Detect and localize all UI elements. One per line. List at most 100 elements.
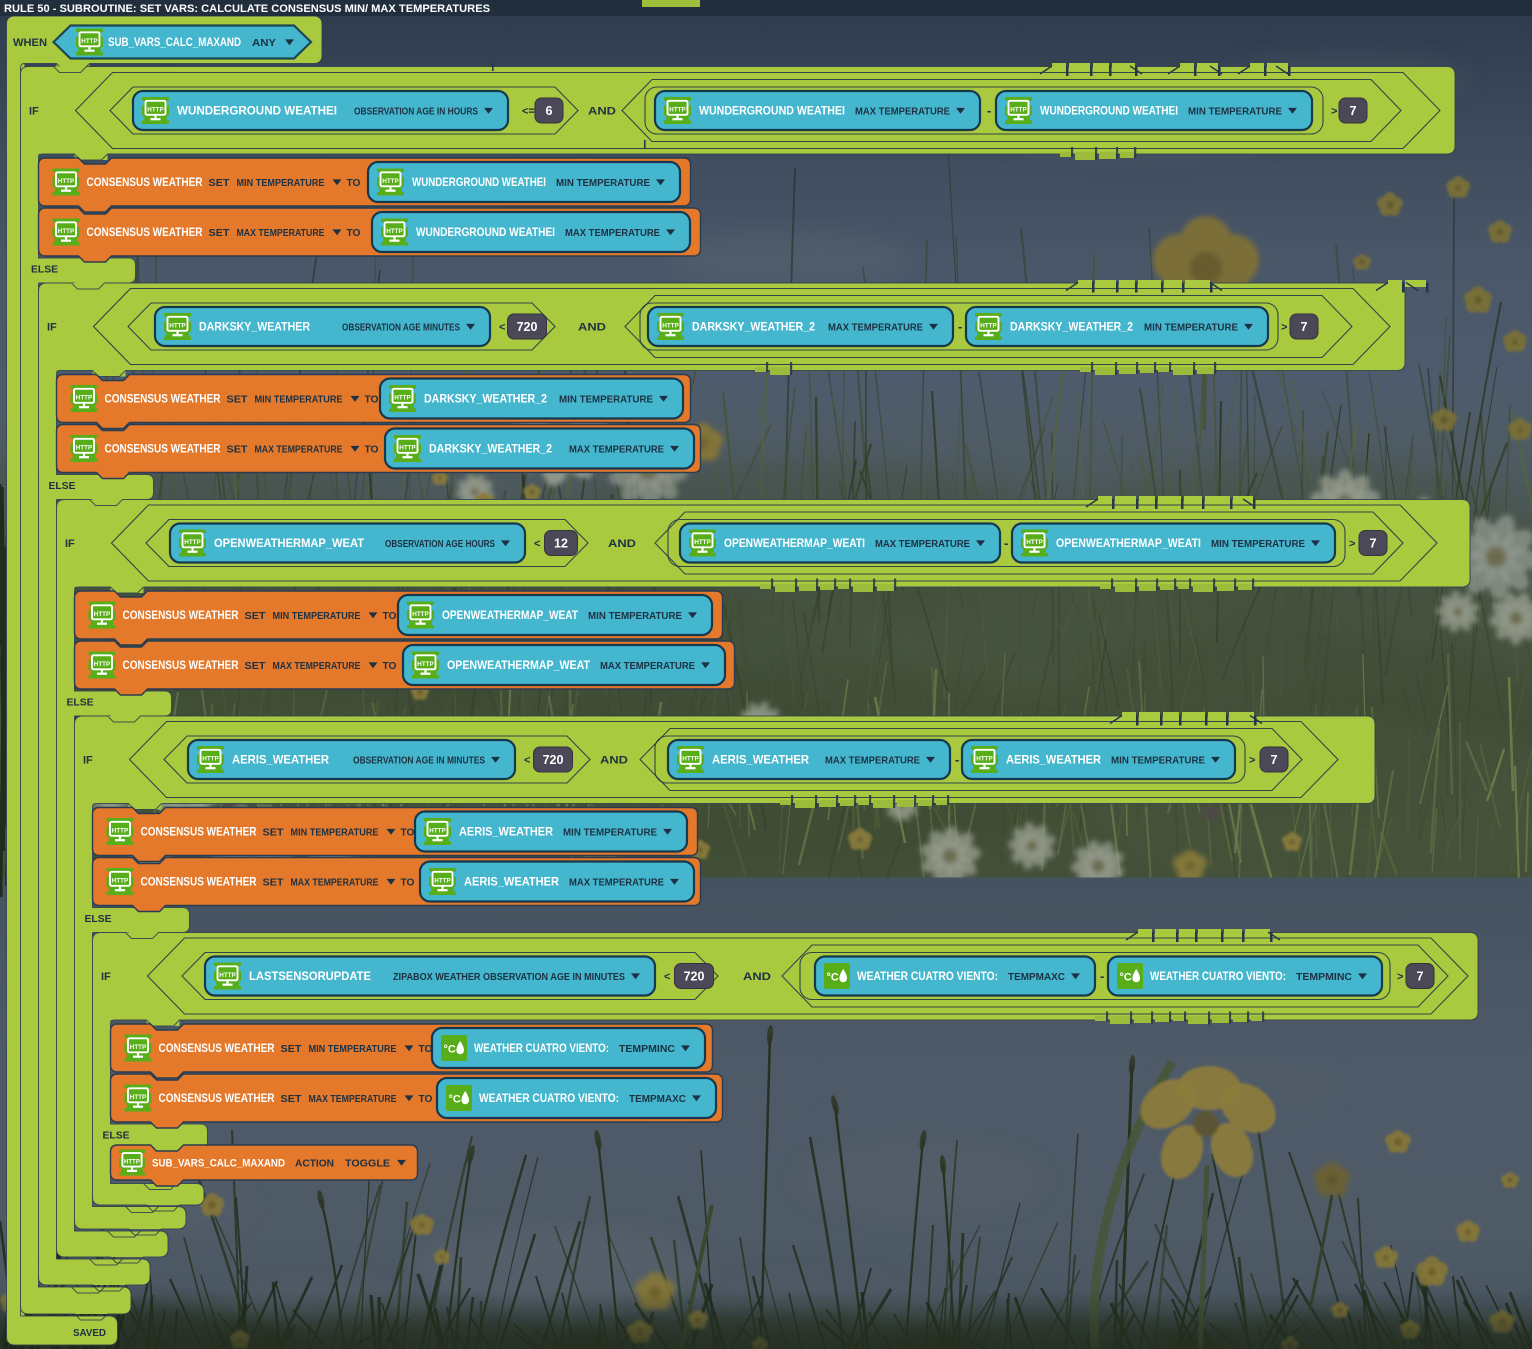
svg-text:WUNDERGROUND WEATHEI: WUNDERGROUND WEATHEI (416, 227, 555, 239)
svg-text:TEMPMAXC: TEMPMAXC (629, 1094, 686, 1105)
svg-text:HTTP: HTTP (169, 323, 185, 330)
svg-text:MAX TEMPERATURE: MAX TEMPERATURE (569, 877, 664, 888)
svg-text:°C: °C (1120, 972, 1132, 984)
svg-text:MAX TEMPERATURE: MAX TEMPERATURE (565, 228, 660, 239)
svg-text:HTTP: HTTP (112, 828, 128, 835)
svg-text:MIN TEMPERATURE: MIN TEMPERATURE (556, 178, 650, 189)
svg-text:SET: SET (281, 1093, 303, 1105)
svg-text:ACTION: ACTION (295, 1158, 334, 1170)
svg-text:AND: AND (578, 322, 606, 334)
svg-text:AND: AND (743, 971, 771, 983)
svg-text:OPENWEATHERMAP_WEAT: OPENWEATHERMAP_WEAT (442, 610, 578, 622)
svg-text:CONSENSUS WEATHER: CONSENSUS WEATHER (123, 660, 240, 672)
svg-text:OBSERVATION AGE HOURS: OBSERVATION AGE HOURS (385, 539, 495, 550)
svg-text:7: 7 (1350, 104, 1357, 118)
svg-text:ANY: ANY (252, 37, 276, 49)
svg-text:7: 7 (1301, 320, 1308, 334)
svg-text:HTTP: HTTP (429, 828, 445, 835)
svg-text:OPENWEATHERMAP_WEATI: OPENWEATHERMAP_WEATI (724, 538, 865, 550)
svg-text:SAVED: SAVED (73, 1328, 106, 1339)
svg-text:WEATHER CUATRO VIENTO:: WEATHER CUATRO VIENTO: (1150, 971, 1286, 983)
svg-text:AERIS_WEATHER: AERIS_WEATHER (1006, 755, 1102, 767)
svg-text:HTTP: HTTP (219, 972, 235, 979)
svg-text:MIN TEMPERATURE: MIN TEMPERATURE (291, 828, 379, 839)
svg-text:OPENWEATHERMAP_WEATI: OPENWEATHERMAP_WEATI (1056, 538, 1201, 550)
svg-text:-: - (955, 752, 959, 767)
svg-text:WUNDERGROUND WEATHEI: WUNDERGROUND WEATHEI (1040, 106, 1178, 118)
svg-text:°C: °C (449, 1094, 461, 1106)
svg-text:AERIS_WEATHER: AERIS_WEATHER (459, 827, 554, 839)
svg-text:HTTP: HTTP (1026, 539, 1042, 546)
svg-text:SET: SET (209, 227, 231, 239)
svg-text:DARKSKY_WEATHER_2: DARKSKY_WEATHER_2 (1010, 322, 1133, 334)
svg-text:MIN TEMPERATURE: MIN TEMPERATURE (563, 827, 657, 838)
svg-text:SET: SET (227, 394, 249, 406)
svg-text:HTTP: HTTP (694, 539, 710, 546)
svg-text:HTTP: HTTP (130, 1094, 146, 1101)
svg-text:LASTSENSORUPDATE: LASTSENSORUPDATE (249, 971, 371, 983)
svg-text:HTTP: HTTP (94, 661, 110, 668)
svg-text:°C: °C (444, 1044, 456, 1056)
svg-text:<: < (524, 755, 530, 767)
svg-text:MAX TEMPERATURE: MAX TEMPERATURE (291, 878, 379, 889)
svg-text:CONSENSUS WEATHER: CONSENSUS WEATHER (123, 610, 240, 622)
svg-text:ELSE: ELSE (103, 1130, 130, 1142)
svg-text:12: 12 (554, 537, 568, 551)
svg-text:ELSE: ELSE (31, 264, 58, 276)
svg-text:TEMPMINC: TEMPMINC (1296, 972, 1352, 983)
svg-text:MIN TEMPERATURE: MIN TEMPERATURE (273, 611, 361, 622)
svg-text:<: < (664, 971, 670, 983)
svg-text:SET: SET (263, 877, 285, 889)
svg-text:MAX TEMPERATURE: MAX TEMPERATURE (237, 228, 325, 239)
svg-text:>: > (1397, 971, 1403, 983)
svg-text:WEATHER CUATRO VIENTO:: WEATHER CUATRO VIENTO: (474, 1043, 609, 1055)
svg-text:<: < (499, 322, 505, 334)
svg-text:HTTP: HTTP (184, 539, 200, 546)
svg-text:TO: TO (347, 227, 361, 239)
svg-text:>: > (1249, 755, 1255, 767)
svg-text:TOGGLE: TOGGLE (345, 1158, 390, 1170)
svg-text:TO: TO (401, 877, 415, 889)
svg-text:HTTP: HTTP (58, 228, 74, 235)
svg-text:HTTP: HTTP (147, 107, 163, 114)
svg-text:ELSE: ELSE (67, 697, 94, 709)
svg-text:AND: AND (600, 755, 628, 767)
svg-text:HTTP: HTTP (417, 661, 433, 668)
svg-text:HTTP: HTTP (399, 445, 415, 452)
svg-text:HTTP: HTTP (76, 395, 92, 402)
svg-text:AND: AND (608, 538, 636, 550)
svg-text:TO: TO (383, 660, 397, 672)
svg-text:MAX TEMPERATURE: MAX TEMPERATURE (273, 661, 361, 672)
svg-text:WUNDERGROUND WEATHEI: WUNDERGROUND WEATHEI (699, 106, 845, 118)
svg-text:-: - (1004, 536, 1008, 551)
svg-text:HTTP: HTTP (130, 1044, 146, 1051)
svg-text:MAX TEMPERATURE: MAX TEMPERATURE (600, 661, 695, 672)
svg-text:7: 7 (1370, 537, 1377, 551)
svg-text:SET: SET (245, 610, 267, 622)
svg-text:HTTP: HTTP (112, 878, 128, 885)
svg-text:TO: TO (419, 1043, 433, 1055)
svg-text:WEATHER CUATRO VIENTO:: WEATHER CUATRO VIENTO: (857, 971, 998, 983)
svg-text:SET: SET (245, 660, 267, 672)
svg-text:720: 720 (517, 320, 538, 334)
svg-text:TO: TO (347, 177, 361, 189)
svg-text:HTTP: HTTP (980, 323, 996, 330)
svg-text:6: 6 (546, 104, 553, 118)
svg-text:MIN TEMPERATURE: MIN TEMPERATURE (1144, 322, 1238, 333)
svg-text:HTTP: HTTP (94, 611, 110, 618)
svg-text:MIN TEMPERATURE: MIN TEMPERATURE (559, 394, 653, 405)
svg-text:CONSENSUS WEATHER: CONSENSUS WEATHER (105, 394, 222, 406)
svg-text:HTTP: HTTP (124, 1159, 140, 1166)
svg-text:WUNDERGROUND WEATHEI: WUNDERGROUND WEATHEI (412, 177, 546, 189)
svg-text:HTTP: HTTP (662, 323, 678, 330)
svg-text:WUNDERGROUND WEATHEI: WUNDERGROUND WEATHEI (177, 106, 337, 118)
svg-text:<: < (534, 538, 540, 550)
svg-text:AERIS_WEATHER: AERIS_WEATHER (232, 755, 330, 767)
svg-text:MAX TEMPERATURE: MAX TEMPERATURE (825, 755, 920, 766)
svg-text:SET: SET (281, 1043, 303, 1055)
svg-text:ZIPABOX WEATHER OBSERVATION AG: ZIPABOX WEATHER OBSERVATION AGE IN MINUT… (393, 972, 625, 983)
svg-text:IF: IF (83, 755, 93, 767)
svg-text:°C: °C (827, 972, 839, 984)
svg-text:HTTP: HTTP (386, 228, 402, 235)
svg-text:CONSENSUS WEATHER: CONSENSUS WEATHER (105, 444, 222, 456)
